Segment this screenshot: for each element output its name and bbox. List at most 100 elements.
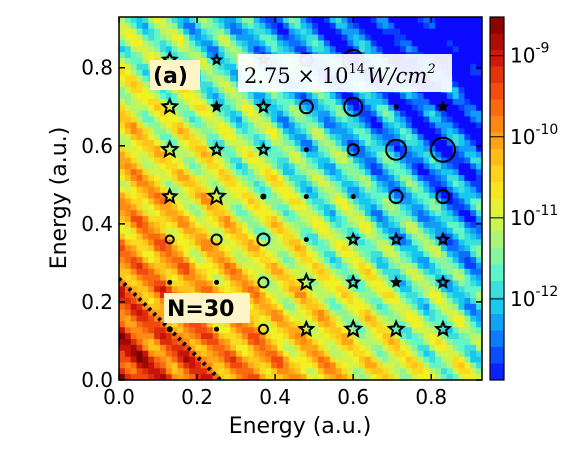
heatmap-cell bbox=[148, 321, 155, 328]
heatmap-cell bbox=[195, 134, 202, 141]
heatmap-cell bbox=[241, 239, 249, 246]
heatmap-cell bbox=[341, 28, 348, 36]
heatmap-cell bbox=[429, 233, 436, 241]
heatmap-cell bbox=[271, 303, 278, 311]
heatmap-cell bbox=[271, 286, 278, 293]
heatmap-cell bbox=[159, 22, 167, 30]
heatmap-cell bbox=[446, 268, 454, 276]
marker-circle bbox=[388, 189, 404, 205]
heatmap-cell bbox=[382, 122, 389, 129]
heatmap-cell bbox=[318, 239, 325, 246]
heatmap-cell bbox=[171, 46, 179, 53]
heatmap-cell bbox=[136, 274, 144, 282]
heatmap-cell bbox=[446, 303, 454, 311]
heatmap-cell bbox=[241, 192, 249, 200]
heatmap-cell bbox=[265, 286, 272, 293]
heatmap-cell bbox=[470, 22, 477, 30]
heatmap-cell bbox=[294, 374, 302, 380]
heatmap-cell bbox=[411, 292, 419, 299]
heatmap-cell bbox=[265, 245, 272, 252]
heatmap-cell bbox=[277, 46, 284, 53]
heatmap-cell bbox=[441, 309, 448, 317]
heatmap-cell bbox=[212, 17, 220, 24]
heatmap-cell bbox=[370, 139, 378, 147]
heatmap-cell bbox=[247, 251, 255, 258]
heatmap-cell bbox=[259, 28, 266, 36]
heatmap-cell bbox=[195, 157, 202, 164]
heatmap-cell bbox=[400, 98, 407, 106]
heatmap-cell bbox=[247, 180, 255, 188]
heatmap-cell bbox=[159, 210, 167, 217]
heatmap-cell bbox=[388, 17, 395, 24]
heatmap-cell bbox=[253, 169, 261, 176]
heatmap-cell bbox=[241, 333, 249, 340]
heatmap-cell bbox=[130, 52, 138, 59]
marker-star bbox=[160, 96, 180, 115]
heatmap-cell bbox=[288, 186, 296, 194]
heatmap-cell bbox=[195, 221, 202, 229]
heatmap-cell bbox=[370, 309, 378, 317]
heatmap-cell bbox=[335, 17, 343, 24]
heatmap-cell bbox=[159, 204, 167, 211]
heatmap-cell bbox=[359, 134, 366, 141]
heatmap-cell bbox=[288, 315, 296, 323]
heatmap-cell bbox=[429, 22, 436, 30]
heatmap-cell bbox=[294, 268, 302, 276]
heatmap-cell bbox=[405, 280, 413, 287]
heatmap-cell bbox=[282, 104, 290, 112]
heatmap-cell bbox=[312, 257, 319, 264]
heatmap-cell bbox=[277, 128, 284, 135]
heatmap-cell bbox=[177, 198, 184, 205]
heatmap-cell bbox=[136, 327, 144, 334]
heatmap-cell bbox=[253, 280, 261, 287]
heatmap-cell bbox=[236, 17, 243, 24]
heatmap-cell bbox=[335, 356, 343, 364]
heatmap-cell bbox=[148, 46, 155, 53]
heatmap-cell bbox=[288, 34, 296, 42]
heatmap-cell bbox=[306, 274, 313, 282]
heatmap-cell bbox=[405, 198, 413, 205]
heatmap-cell bbox=[359, 34, 366, 42]
heatmap-cell bbox=[411, 251, 419, 258]
heatmap-cell bbox=[347, 309, 354, 317]
heatmap-cell bbox=[247, 157, 255, 164]
heatmap-cell bbox=[236, 98, 243, 106]
heatmap-cell bbox=[429, 122, 436, 129]
heatmap-cell bbox=[136, 221, 144, 229]
heatmap-cell bbox=[241, 374, 249, 380]
heatmap-cell bbox=[405, 374, 413, 380]
heatmap-cell bbox=[423, 198, 430, 205]
marker-star bbox=[433, 319, 453, 338]
heatmap-cell bbox=[253, 46, 261, 53]
heatmap-cell bbox=[282, 180, 290, 188]
heatmap-cell bbox=[335, 333, 343, 340]
heatmap-cell bbox=[464, 198, 471, 205]
heatmap-cell bbox=[124, 34, 132, 42]
heatmap-cell bbox=[253, 268, 261, 276]
heatmap-cell bbox=[271, 257, 278, 264]
heatmap-cell bbox=[318, 309, 325, 317]
heatmap-cell bbox=[312, 292, 319, 299]
heatmap-cell bbox=[154, 210, 161, 217]
heatmap-cell bbox=[341, 145, 348, 153]
heatmap-cell bbox=[124, 75, 132, 82]
marker-star bbox=[209, 99, 224, 113]
heatmap-cell bbox=[294, 40, 302, 47]
heatmap-cell bbox=[423, 374, 430, 380]
heatmap-cell bbox=[359, 180, 366, 188]
heatmap-cell bbox=[359, 368, 366, 375]
heatmap-cell bbox=[353, 180, 360, 188]
heatmap-cell bbox=[429, 28, 436, 36]
heatmap-cell bbox=[130, 303, 138, 311]
y-tick-label: 0.8 bbox=[81, 56, 113, 80]
heatmap-cell bbox=[476, 122, 482, 129]
heatmap-cell bbox=[148, 163, 155, 170]
heatmap-cell bbox=[236, 93, 243, 100]
heatmap-cell bbox=[382, 46, 389, 53]
heatmap-cell bbox=[300, 116, 307, 123]
heatmap-cell bbox=[241, 175, 249, 182]
heatmap-cell bbox=[241, 339, 249, 346]
heatmap-cell bbox=[323, 145, 331, 153]
heatmap-cell bbox=[124, 151, 132, 159]
heatmap-cell bbox=[417, 298, 425, 305]
